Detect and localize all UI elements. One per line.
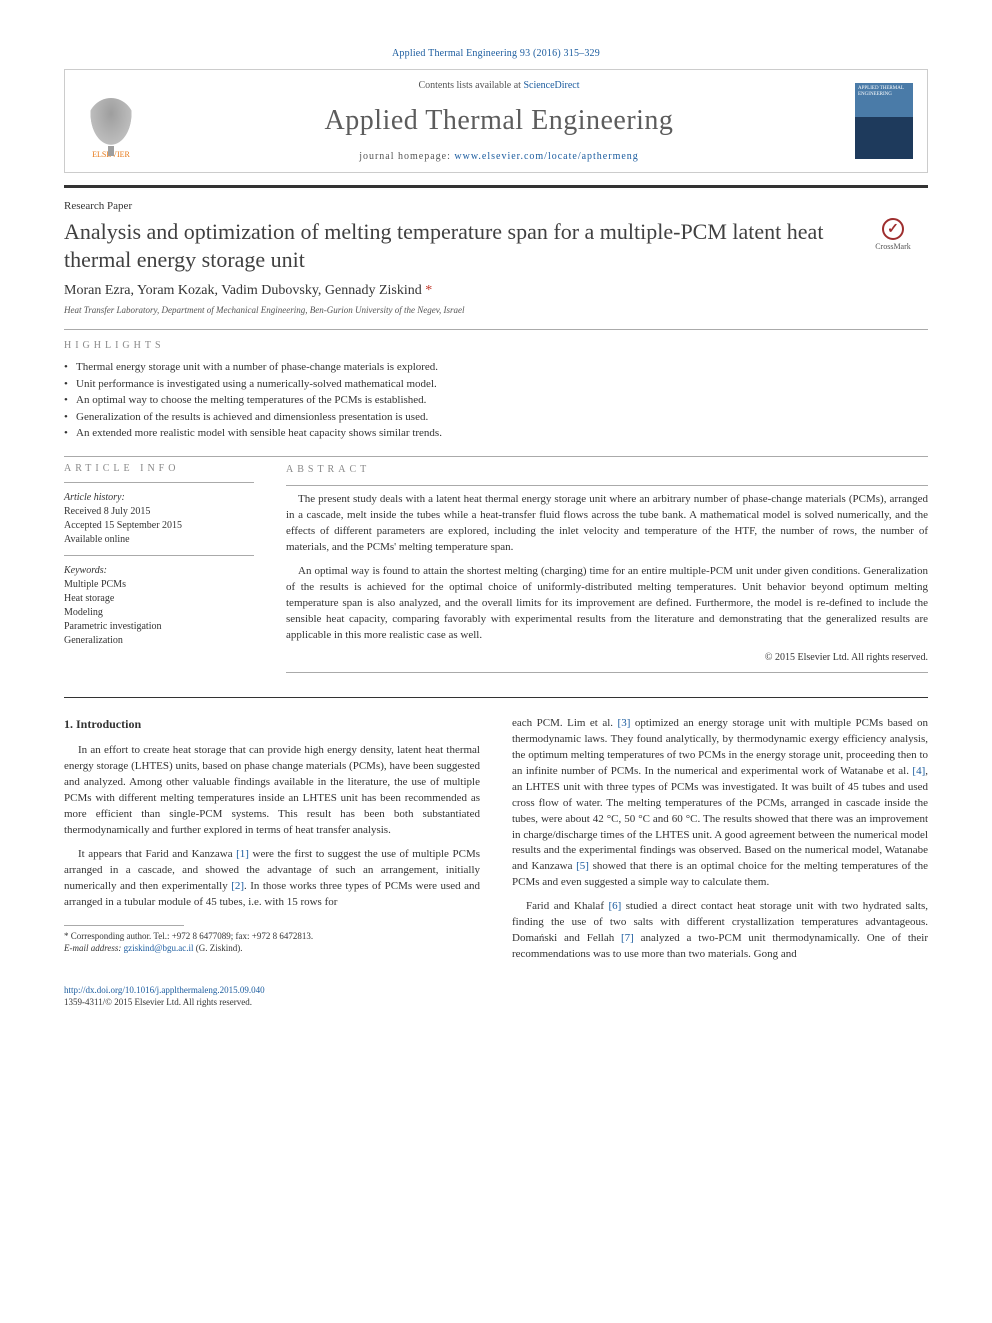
history-label: Article history: — [64, 492, 125, 503]
footnote-separator — [64, 925, 184, 926]
crossmark-badge[interactable]: ✓ CrossMark — [858, 218, 928, 251]
abstract-copyright: © 2015 Elsevier Ltd. All rights reserved… — [286, 651, 928, 666]
ref-link-3[interactable]: [3] — [618, 717, 631, 729]
r-p1-c: , an LHTES unit with three types of PCMs… — [512, 765, 928, 873]
intro-p1: In an effort to create heat storage that… — [64, 743, 480, 839]
ref-link-6[interactable]: [6] — [608, 900, 621, 912]
keyword-item: Parametric investigation — [64, 620, 254, 634]
footnote-email-suffix: (G. Ziskind). — [196, 943, 243, 953]
abstract-heading: ABSTRACT — [286, 463, 928, 478]
online-line: Available online — [64, 533, 254, 547]
crossmark-label: CrossMark — [875, 242, 911, 251]
footnote-email-prefix: E-mail address: — [64, 943, 124, 953]
thin-rule-1 — [64, 329, 928, 330]
highlight-item: Generalization of the results is achieve… — [64, 409, 928, 426]
journal-name: Applied Thermal Engineering — [143, 105, 855, 137]
crossmark-icon: ✓ — [882, 218, 904, 240]
issn-line: 1359-4311/© 2015 Elsevier Ltd. All right… — [64, 997, 928, 1009]
r-p2-a: Farid and Khalaf — [526, 900, 608, 912]
ref-link-5[interactable]: [5] — [576, 860, 589, 872]
corresponding-star: * — [425, 283, 432, 298]
highlight-item: Thermal energy storage unit with a numbe… — [64, 359, 928, 376]
r-p1-a: each PCM. Lim et al. — [512, 717, 618, 729]
article-type-label: Research Paper — [64, 200, 928, 212]
contents-prefix: Contents lists available at — [418, 80, 523, 91]
thin-rule-2 — [64, 456, 928, 457]
abstract-column: ABSTRACT The present study deals with a … — [286, 463, 928, 679]
body-right-column: each PCM. Lim et al. [3] optimized an en… — [512, 716, 928, 971]
info-sep-1 — [64, 482, 254, 483]
elsevier-tree-icon — [87, 98, 135, 150]
ref-link-1[interactable]: [1] — [236, 848, 249, 860]
highlights-list: Thermal energy storage unit with a numbe… — [64, 359, 928, 442]
p2-a: It appears that Farid and Kanzawa — [78, 848, 236, 860]
footnote-email-link[interactable]: gziskind@bgu.ac.il — [124, 943, 194, 953]
intro-p2: It appears that Farid and Kanzawa [1] we… — [64, 847, 480, 911]
received-line: Received 8 July 2015 — [64, 505, 254, 519]
corresponding-footnote: * Corresponding author. Tel.: +972 8 647… — [64, 930, 480, 954]
accepted-line: Accepted 15 September 2015 — [64, 519, 254, 533]
affiliation-line: Heat Transfer Laboratory, Department of … — [64, 305, 928, 315]
keyword-item: Modeling — [64, 606, 254, 620]
article-info-heading: ARTICLE INFO — [64, 463, 254, 474]
article-info-column: ARTICLE INFO Article history: Received 8… — [64, 463, 254, 679]
abstract-rule — [286, 485, 928, 486]
keyword-item: Multiple PCMs — [64, 578, 254, 592]
citation-header: Applied Thermal Engineering 93 (2016) 31… — [64, 48, 928, 59]
abstract-rule-bottom — [286, 672, 928, 673]
ref-link-2[interactable]: [2] — [231, 880, 244, 892]
heavy-rule-top — [64, 185, 928, 188]
highlight-item: An extended more realistic model with se… — [64, 425, 928, 442]
info-sep-2 — [64, 555, 254, 556]
page-footer: http://dx.doi.org/10.1016/j.applthermale… — [64, 985, 928, 1008]
keyword-item: Generalization — [64, 634, 254, 648]
highlights-heading: HIGHLIGHTS — [64, 340, 928, 351]
authors-text: Moran Ezra, Yoram Kozak, Vadim Dubovsky,… — [64, 283, 425, 298]
footnote-line1: * Corresponding author. Tel.: +972 8 647… — [64, 930, 480, 942]
elsevier-logo: ELSEVIER — [79, 83, 143, 159]
highlight-item: Unit performance is investigated using a… — [64, 376, 928, 393]
authors-line: Moran Ezra, Yoram Kozak, Vadim Dubovsky,… — [64, 283, 928, 299]
ref-link-7[interactable]: [7] — [621, 932, 634, 944]
keywords-label: Keywords: — [64, 565, 107, 576]
keyword-item: Heat storage — [64, 592, 254, 606]
paper-title: Analysis and optimization of melting tem… — [64, 218, 858, 273]
intro-heading: 1. Introduction — [64, 716, 480, 733]
abstract-p2: An optimal way is found to attain the sh… — [286, 564, 928, 644]
homepage-line: journal homepage: www.elsevier.com/locat… — [143, 151, 855, 162]
contents-line: Contents lists available at ScienceDirec… — [143, 80, 855, 91]
homepage-link[interactable]: www.elsevier.com/locate/apthermeng — [454, 151, 638, 162]
sciencedirect-link[interactable]: ScienceDirect — [523, 80, 579, 91]
heavy-rule-mid — [64, 697, 928, 698]
journal-cover-thumb: APPLIED THERMAL ENGINEERING — [855, 83, 913, 159]
right-p2: Farid and Khalaf [6] studied a direct co… — [512, 899, 928, 963]
journal-header-box: ELSEVIER Contents lists available at Sci… — [64, 69, 928, 173]
doi-link[interactable]: http://dx.doi.org/10.1016/j.applthermale… — [64, 985, 265, 995]
body-left-column: 1. Introduction In an effort to create h… — [64, 716, 480, 971]
highlight-item: An optimal way to choose the melting tem… — [64, 392, 928, 409]
ref-link-4[interactable]: [4] — [912, 765, 925, 777]
right-p1: each PCM. Lim et al. [3] optimized an en… — [512, 716, 928, 891]
homepage-prefix: journal homepage: — [359, 151, 454, 162]
abstract-p1: The present study deals with a latent he… — [286, 492, 928, 556]
